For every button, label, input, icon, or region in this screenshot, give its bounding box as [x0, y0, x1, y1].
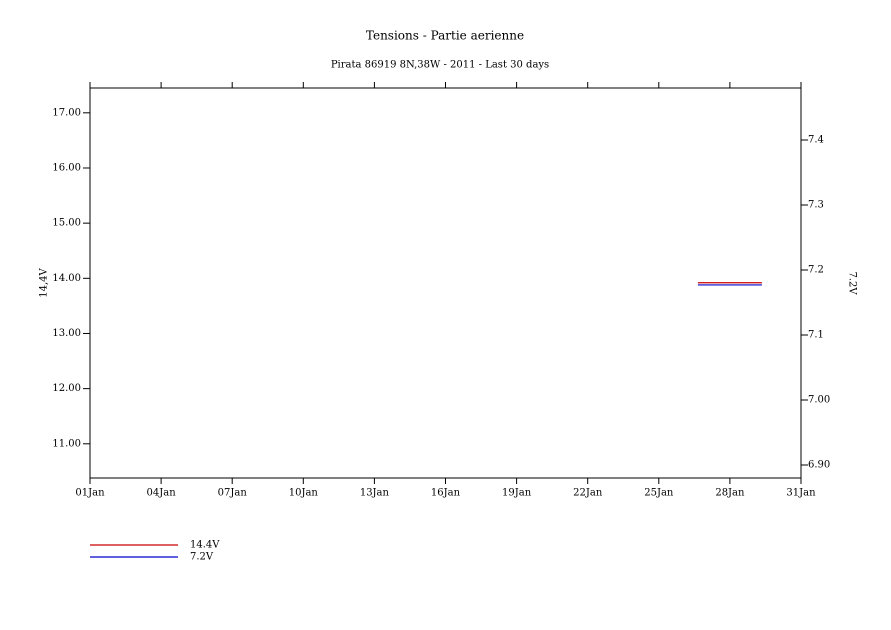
x-tick-label: 31Jan: [786, 488, 816, 499]
chart-subtitle: Pirata 86919 8N,38W - 2011 - Last 30 day…: [331, 60, 549, 71]
x-tick-label: 10Jan: [289, 488, 319, 499]
y2-axis-label: 7.2V: [847, 271, 858, 295]
chart-title: Tensions - Partie aerienne: [366, 29, 524, 43]
x-tick-label: 07Jan: [218, 488, 248, 499]
x-tick-label: 13Jan: [360, 488, 390, 499]
x-tick-label: 28Jan: [715, 488, 745, 499]
y-tick-label: 15.00: [52, 218, 81, 229]
y-tick-label: 17.00: [52, 107, 81, 118]
x-tick-label: 25Jan: [644, 488, 674, 499]
y2-tick-label: 7.1: [808, 330, 824, 341]
legend-label: 7.2V: [190, 552, 214, 563]
y-tick-label: 13.00: [52, 328, 81, 339]
x-tick-label: 16Jan: [431, 488, 461, 499]
y2-tick-label: 7.4: [808, 135, 824, 146]
x-tick-label: 19Jan: [502, 488, 532, 499]
y-tick-label: 11.00: [52, 438, 81, 449]
y-tick-label: 12.00: [52, 383, 81, 394]
y2-tick-label: 7.3: [808, 200, 824, 211]
x-tick-label: 22Jan: [573, 488, 603, 499]
legend-label: 14.4V: [190, 540, 220, 551]
plot-frame: [89, 87, 802, 479]
y2-tick-label: 7.2: [808, 265, 824, 276]
x-tick-label: 01Jan: [75, 488, 105, 499]
y2-tick-label: 6.90: [808, 460, 830, 471]
y-tick-label: 16.00: [52, 162, 81, 173]
y2-tick-label: 7.00: [808, 395, 830, 406]
y-tick-label: 14.00: [52, 273, 81, 284]
y-axis-label: 14,4V: [39, 267, 50, 297]
x-tick-label: 04Jan: [147, 488, 177, 499]
